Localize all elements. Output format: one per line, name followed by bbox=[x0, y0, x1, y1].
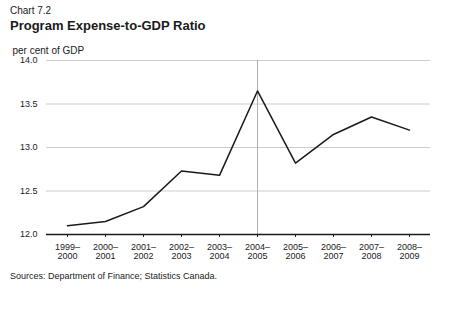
html-text:Sources: Department of Finance: Sources: Department of Finance; Statisti… bbox=[10, 271, 218, 281]
svg-text:12.5: 12.5 bbox=[20, 186, 38, 196]
svg-text:12.0: 12.0 bbox=[20, 229, 38, 239]
svg-text:per cent of GDP: per cent of GDP bbox=[13, 45, 85, 56]
svg-text:13.0: 13.0 bbox=[20, 142, 38, 152]
svg-text:13.5: 13.5 bbox=[20, 99, 38, 109]
svg-text:2008–2009: 2008–2009 bbox=[397, 242, 422, 261]
svg-text:14.0: 14.0 bbox=[20, 55, 38, 65]
svg-text:2006–2007: 2006–2007 bbox=[321, 242, 346, 261]
html-text:Chart 7.2: Chart 7.2 bbox=[10, 5, 52, 16]
svg-text:2004–2005: 2004–2005 bbox=[245, 242, 270, 261]
svg-text:2005–2006: 2005–2006 bbox=[283, 242, 308, 261]
svg-text:2003–2004: 2003–2004 bbox=[207, 242, 232, 261]
svg-text:2001–2002: 2001–2002 bbox=[131, 242, 156, 261]
svg-text:1999–2000: 1999–2000 bbox=[55, 242, 80, 261]
svg-text:2007–2008: 2007–2008 bbox=[359, 242, 384, 261]
svg-text:2000–2001: 2000–2001 bbox=[93, 242, 118, 261]
svg-text:2002–2003: 2002–2003 bbox=[169, 242, 194, 261]
html-text:Program Expense-to-GDP Ratio: Program Expense-to-GDP Ratio bbox=[10, 18, 206, 33]
